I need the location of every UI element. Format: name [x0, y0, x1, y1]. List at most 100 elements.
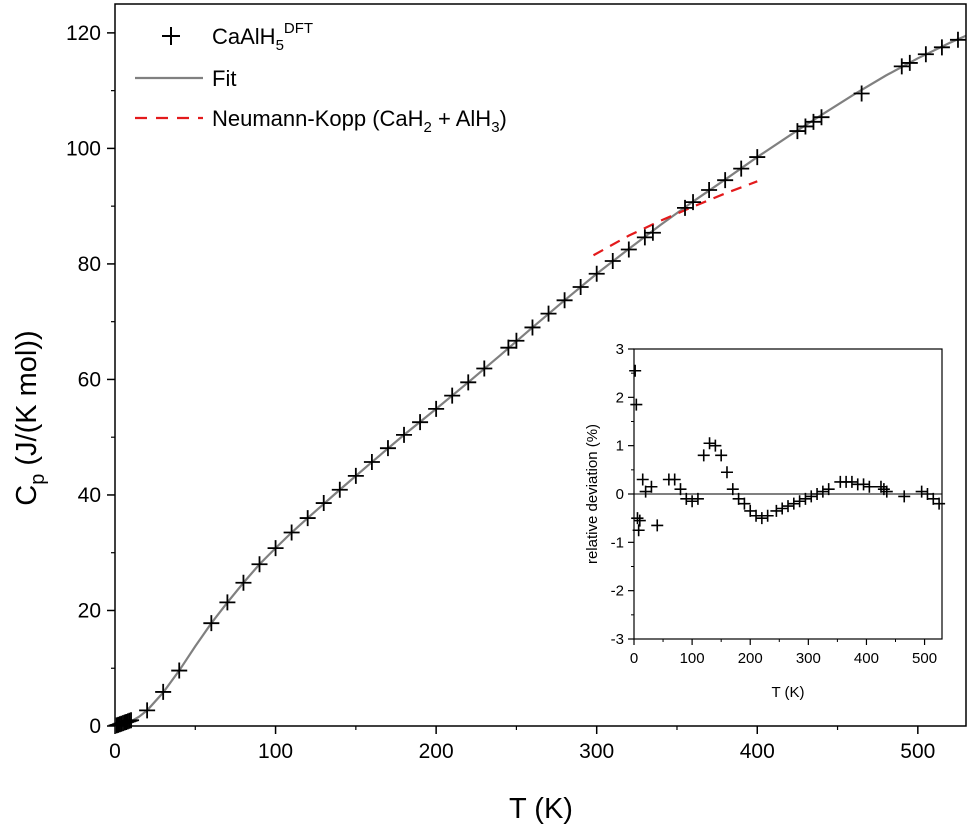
inset-data-point	[632, 524, 645, 537]
inset-data-point	[921, 488, 934, 500]
data-point	[379, 440, 396, 457]
x-axis-title: T (K)	[509, 793, 573, 825]
data-point	[203, 615, 220, 632]
y-tick-label: 120	[66, 22, 101, 45]
x-tick-label: 500	[900, 740, 935, 763]
data-point	[604, 253, 621, 270]
legend-nk-sub2: 3	[491, 119, 499, 136]
y-tick-label: 60	[78, 368, 101, 391]
legend-dft-sub: 5	[276, 37, 284, 54]
inset-data-point	[787, 497, 800, 510]
data-point	[805, 113, 822, 130]
data-point	[428, 400, 445, 417]
data-point	[620, 241, 637, 258]
data-point	[251, 556, 268, 573]
y-tick-label: 20	[78, 599, 101, 622]
inset-tick-labels: 0 100 200 300 400 500 -3 -2 -1 0 1 2 3	[611, 341, 937, 667]
inset-y-tick-label: -1	[611, 534, 624, 551]
data-point	[444, 387, 461, 404]
inset-x-tick-label: 400	[854, 650, 879, 667]
y-axis-title-main: C	[11, 485, 43, 506]
legend-nk-sub1: 2	[424, 119, 432, 136]
legend-item-fit: Fit	[135, 66, 236, 91]
x-tick-label: 100	[258, 740, 293, 763]
inset-data-point	[805, 490, 818, 503]
data-point	[267, 540, 284, 557]
legend-dft-sup: DFT	[284, 20, 313, 37]
legend-label-dft: CaAlH5DFT	[212, 20, 313, 54]
inset-data-point	[674, 483, 687, 496]
data-point	[315, 495, 332, 512]
y-tick-label: 0	[89, 715, 101, 738]
inset-data-point	[686, 495, 699, 508]
data-point	[685, 194, 702, 211]
inset-x-tick-label: 300	[796, 650, 821, 667]
inset-data-point	[720, 466, 733, 479]
inset-data-point	[697, 449, 710, 462]
data-point	[572, 279, 589, 296]
inset-data-point	[898, 490, 911, 503]
inset-data-point	[927, 492, 940, 505]
inset-data-point	[726, 483, 739, 496]
data-point	[949, 31, 966, 48]
inset-data-point	[691, 492, 704, 505]
inset-data-point	[857, 478, 870, 491]
inset-data-point	[680, 492, 693, 505]
legend-nk-mid: + AlH	[432, 106, 491, 131]
legend-label-fit: Fit	[212, 66, 236, 91]
y-tick-label: 80	[78, 253, 101, 276]
inset-data-point	[845, 475, 858, 488]
legend-item-dft: CaAlH5DFT	[162, 20, 313, 54]
legend-dft-main: CaAlH	[212, 24, 276, 49]
inset-y-tick-label: -3	[611, 631, 624, 648]
inset-data-point	[880, 485, 893, 498]
data-point	[508, 332, 525, 349]
x-tick-label: 300	[579, 740, 614, 763]
data-point	[460, 374, 477, 391]
data-point	[901, 54, 918, 71]
data-point	[396, 426, 413, 443]
inset-data-point	[636, 473, 649, 486]
legend-nk-pre: Neumann-Kopp (CaH	[212, 106, 424, 131]
data-point	[171, 662, 188, 679]
data-point	[540, 305, 557, 322]
inset-y-tick-label: 1	[616, 438, 624, 455]
y-axis-title: Cp (J/(K mol))	[11, 330, 49, 505]
inset-data-point	[732, 492, 745, 505]
data-point	[677, 199, 694, 216]
data-point	[717, 172, 734, 189]
inset-data-point	[750, 509, 763, 522]
inset-y-tick-label: 0	[616, 486, 624, 503]
inset-data-point	[645, 480, 658, 493]
data-point	[893, 58, 910, 75]
inset-x-tick-label: 500	[912, 650, 937, 667]
inset-data-point	[782, 500, 794, 513]
x-tick-label: 0	[109, 740, 121, 763]
data-point	[139, 702, 156, 719]
inset-data-point	[776, 502, 789, 515]
inset-data-point	[668, 473, 681, 486]
inset-data-point	[709, 439, 722, 452]
inset-data-point	[744, 504, 757, 517]
data-point	[524, 319, 541, 336]
inset-data-point	[915, 485, 928, 498]
data-point	[331, 481, 348, 498]
inset-x-tick-label: 200	[738, 650, 763, 667]
inset-data-point	[755, 512, 768, 525]
inset-data-point	[811, 488, 824, 500]
legend-nk-post: )	[500, 106, 507, 131]
data-point	[476, 360, 493, 377]
data-point	[749, 149, 766, 166]
data-point	[636, 229, 653, 246]
inset-y-tick-label: 3	[616, 341, 624, 358]
legend-plus-marker	[162, 27, 180, 45]
inset-data-point	[630, 398, 643, 411]
y-tick-label: 100	[66, 137, 101, 160]
data-point	[412, 414, 429, 431]
data-point	[917, 46, 934, 63]
data-point	[933, 39, 950, 56]
data-point	[813, 109, 830, 126]
legend: CaAlH5DFT Fit Neumann-Kopp (CaH2 + AlH3)	[135, 20, 507, 136]
